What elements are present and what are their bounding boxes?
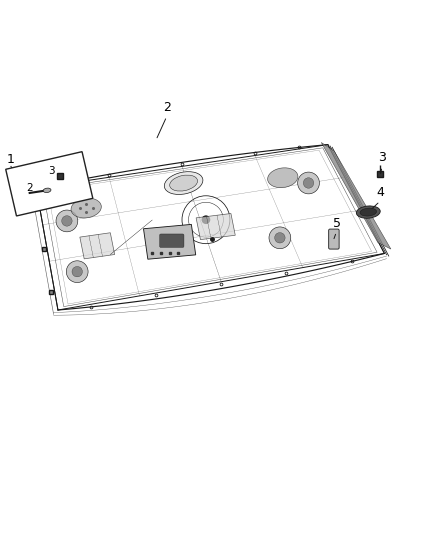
Polygon shape [80,233,115,259]
Polygon shape [321,142,391,249]
Circle shape [275,232,285,243]
Ellipse shape [71,198,101,218]
Text: 1: 1 [7,154,15,166]
Polygon shape [144,224,196,259]
Ellipse shape [357,206,380,218]
Ellipse shape [164,172,203,195]
Circle shape [303,177,314,188]
FancyBboxPatch shape [159,234,184,247]
Ellipse shape [360,208,377,216]
Circle shape [66,261,88,282]
Polygon shape [6,152,93,216]
Circle shape [269,227,291,249]
Text: 2: 2 [26,183,33,193]
Circle shape [62,216,72,226]
Text: 5: 5 [332,216,340,230]
Text: 4: 4 [376,186,384,199]
FancyBboxPatch shape [328,229,339,249]
Circle shape [298,172,319,194]
Text: 3: 3 [378,151,386,164]
Ellipse shape [268,168,298,188]
Circle shape [201,215,210,224]
Circle shape [72,266,82,277]
Circle shape [56,210,78,232]
Ellipse shape [43,188,51,192]
Text: 3: 3 [48,166,55,176]
Ellipse shape [170,175,198,191]
Polygon shape [196,214,235,240]
Text: 2: 2 [163,101,171,114]
